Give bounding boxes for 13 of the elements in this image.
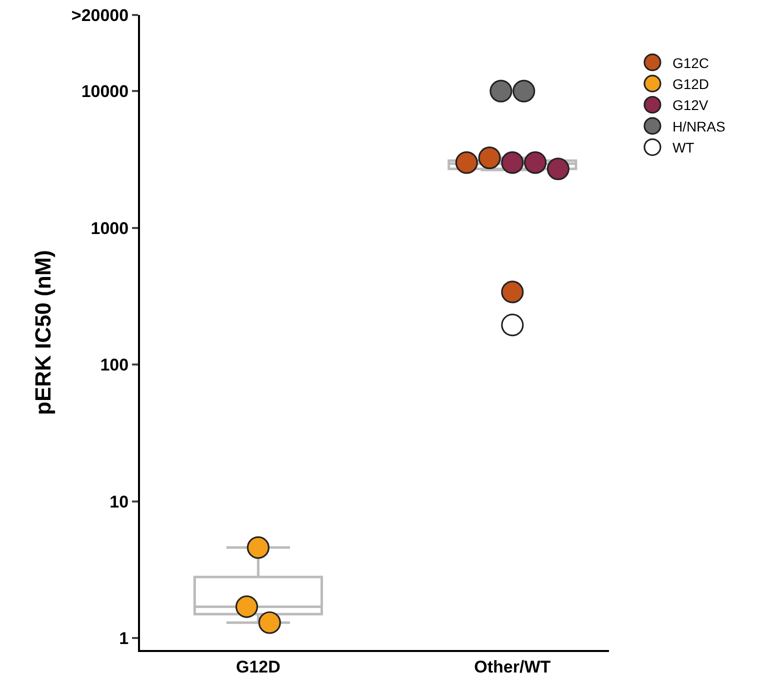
y-tick-label: >20000 xyxy=(71,6,129,25)
legend-label: H/NRAS xyxy=(672,118,726,134)
legend-label: G12D xyxy=(672,76,710,92)
y-tick-label: 1000 xyxy=(90,218,129,238)
y-tick-label: 100 xyxy=(100,356,129,375)
legend-label: G12C xyxy=(672,54,710,71)
y-tick-label: 1 xyxy=(119,629,129,648)
legend-label: WT xyxy=(672,140,695,156)
legend-label: G12V xyxy=(672,97,709,114)
y-tick-label: 10000 xyxy=(81,82,129,102)
x-tick-label: Other/WT xyxy=(474,657,552,676)
y-axis-title: pERK IC50 (nM) xyxy=(30,250,56,415)
y-tick-label: 10 xyxy=(110,492,129,512)
